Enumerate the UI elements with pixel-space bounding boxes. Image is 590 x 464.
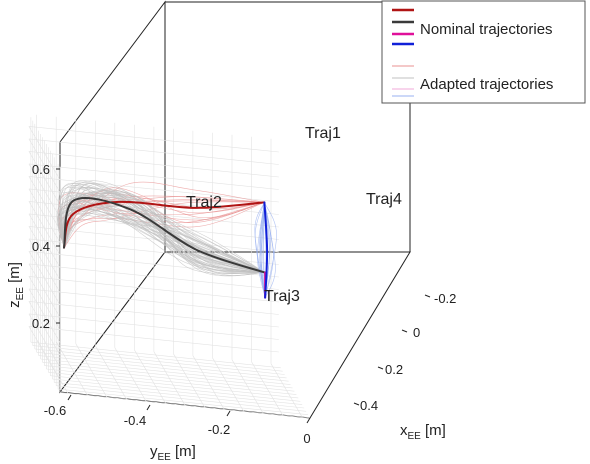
legend-box [381, 0, 586, 104]
adapted-trajectory-line [63, 187, 266, 274]
z-axis-label: zEE [m] [6, 262, 26, 308]
legend-label-adapted: Adapted trajectories [420, 76, 553, 93]
adapted-trajectory-line [260, 202, 266, 298]
adapted-trajectory-line [254, 202, 266, 298]
z-axis: 0.6 0.4 0.2 zEE [m] [6, 162, 60, 331]
y-tick-label: 0 [303, 431, 310, 446]
legend-label-nominal: Nominal trajectories [420, 21, 553, 38]
y-axis: -0.6 -0.4 -0.2 0 yEE [m] [44, 394, 311, 463]
back-wall-right [164, 1, 411, 253]
grid-line [173, 353, 205, 408]
adapted-trajectory-line [63, 186, 266, 273]
traj3-annotation: Traj3 [264, 288, 300, 305]
adapted-trajectory-line [59, 209, 266, 273]
grid-line [270, 363, 303, 418]
grid-line [231, 359, 264, 414]
grid-line [153, 351, 186, 406]
adapted-trajectory-line [63, 180, 266, 274]
x-tick-label: 0.4 [360, 398, 378, 413]
x-axis: -0.2 0 0.2 0.4 xEE [m] [353, 291, 456, 442]
z-tick-label: 0.6 [32, 162, 50, 177]
grid-line [95, 345, 127, 400]
y-axis-label: yEE [m] [150, 443, 196, 463]
x-axis-label: xEE [m] [400, 422, 446, 442]
x-tick-label: -0.2 [434, 291, 456, 306]
grid-line [192, 355, 225, 410]
y-tick-label: -0.4 [124, 413, 146, 428]
trajectory-annotations: Traj1 Traj2 Traj3 Traj4 [186, 125, 402, 305]
grid-line [60, 392, 311, 419]
y-tick-label: -0.2 [208, 422, 230, 437]
adapted-trajectory-line [264, 202, 277, 298]
x-tick-label: 0.2 [385, 362, 403, 377]
nominal-trajectories [63, 196, 269, 299]
legend: Nominal trajectories Adapted trajectorie… [381, 0, 586, 104]
adapted-trajectory-line [63, 190, 266, 273]
traj4-annotation: Traj4 [366, 191, 402, 208]
grid-line [212, 357, 244, 412]
traj1-annotation: Traj1 [305, 125, 341, 142]
nominal-trajectory-traj1 [63, 200, 266, 249]
x-tick-label: 0 [413, 325, 420, 340]
nominal-trajectory-traj2 [63, 196, 267, 274]
nominal-trajectory-traj4 [263, 201, 269, 299]
grid-line [114, 347, 147, 402]
adapted-trajectory-line [63, 205, 266, 273]
grid-line [36, 339, 69, 394]
grid-line [55, 341, 88, 396]
grid-line [134, 349, 166, 404]
adapted-trajectory-line [60, 187, 266, 273]
grid-line [75, 343, 108, 398]
traj2-annotation: Traj2 [186, 194, 222, 211]
adapted-trajectory-line [56, 193, 266, 274]
z-tick-label: 0.4 [32, 239, 50, 254]
y-tick-label: -0.6 [44, 403, 66, 418]
grid-line [251, 361, 283, 416]
adapted-trajectory-line [264, 202, 276, 298]
adapted-trajectory-line [57, 207, 266, 273]
adapted-trajectory-line [63, 180, 266, 277]
z-tick-label: 0.2 [32, 316, 50, 331]
